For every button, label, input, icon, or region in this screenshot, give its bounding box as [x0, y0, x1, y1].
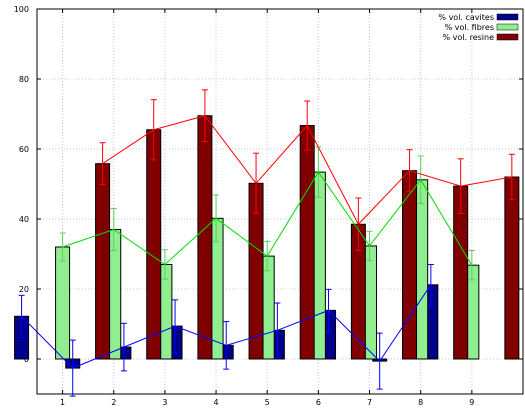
x-tick-label: 6	[316, 398, 321, 407]
series-line	[102, 115, 512, 226]
x-tick-label: 7	[367, 398, 372, 407]
bar	[402, 170, 418, 360]
legend-swatch	[496, 33, 519, 41]
legend-label: % vol. resine	[443, 33, 495, 42]
axis-ticks: 0 20 40 60 80 100 1 2 3 4 5 6 7 8 9	[14, 5, 523, 407]
x-tick-label: 1	[60, 398, 65, 407]
y-tick-label: 100	[14, 5, 29, 14]
bars	[14, 115, 520, 369]
x-tick-label: 9	[469, 398, 474, 407]
plot-frame	[36, 8, 524, 395]
legend-swatch	[496, 13, 519, 21]
y-tick-label: 60	[19, 145, 29, 154]
bar	[504, 176, 520, 360]
y-tick-label: 40	[19, 215, 29, 224]
legend-swatch	[496, 23, 519, 31]
series-lines	[21, 115, 512, 369]
bar	[55, 246, 71, 360]
x-tick-label: 3	[162, 398, 167, 407]
series-line	[62, 171, 473, 266]
bar	[146, 129, 162, 360]
legend-label: % vol. fibres	[445, 23, 494, 32]
x-tick-label: 5	[265, 398, 270, 407]
bar	[95, 163, 111, 360]
x-tick-label: 2	[111, 398, 116, 407]
series-line	[21, 284, 432, 369]
x-tick-label: 4	[214, 398, 219, 407]
x-tick-label: 8	[418, 398, 423, 407]
bar	[299, 125, 315, 360]
bar	[197, 115, 213, 360]
legend-label: % vol. cavites	[438, 13, 494, 22]
y-tick-label: 0	[24, 355, 29, 364]
y-tick-label: 80	[19, 75, 29, 84]
y-tick-label: 20	[19, 285, 29, 294]
legend: % vol. cavites% vol. fibres% vol. resine	[438, 13, 519, 42]
